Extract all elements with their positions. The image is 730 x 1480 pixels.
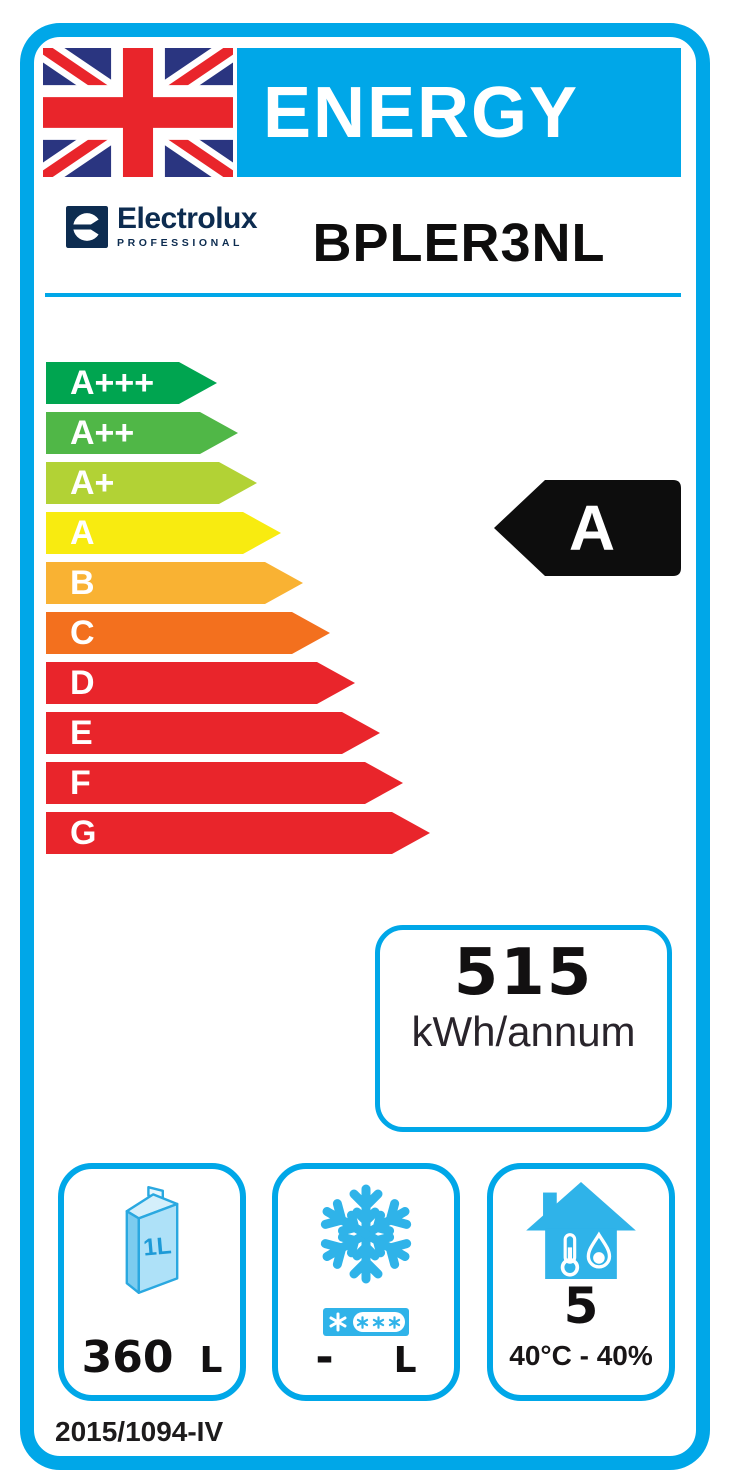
consumption-value: 515 — [453, 936, 594, 1010]
regulation-reference: 2015/1094-IV — [55, 1416, 224, 1447]
electrolux-mark-icon — [66, 205, 108, 248]
energy-consumption-box: 515 kWh/annum — [375, 925, 672, 1132]
rating-arrow: A — [492, 477, 683, 579]
scale-bar-label: F — [70, 764, 91, 802]
climate-class-box: 5 40°C - 40% — [487, 1163, 675, 1401]
rating-grade: A — [569, 492, 615, 564]
climate-class-value: 5 — [563, 1277, 599, 1335]
efficiency-scale: A+++ A++ A+ A B C D E F G — [46, 362, 446, 854]
scale-bar-label: B — [70, 564, 95, 602]
electrolux-logo: Electrolux PROFESSIONAL — [66, 202, 258, 250]
scale-bar-label: A++ — [70, 414, 135, 452]
fridge-volume-row: 360 L — [64, 1332, 240, 1383]
scale-bar-label: E — [70, 714, 93, 752]
scale-bar-g: G — [46, 812, 430, 854]
scale-bar-label: G — [70, 814, 97, 852]
carton-volume-label: 1L — [142, 1232, 172, 1261]
scale-bar-a-plus2: A++ — [46, 412, 238, 454]
scale-bar-d: D — [46, 662, 355, 704]
scale-bar-e: E — [46, 712, 380, 754]
energy-banner: ENERGY — [237, 48, 681, 177]
scale-bar-label: C — [70, 614, 95, 652]
consumption-unit: kWh/annum — [411, 1008, 636, 1056]
thermometer-icon — [560, 1233, 580, 1277]
fridge-unit: L — [199, 1340, 223, 1381]
scale-bar-label: D — [70, 664, 95, 702]
label-border-frame — [20, 23, 710, 1470]
house-climate-icon — [526, 1182, 636, 1279]
snowflake-icon — [320, 1184, 412, 1284]
freezer-volume: - — [315, 1332, 334, 1383]
scale-bar-b: B — [46, 562, 303, 604]
brand-name: Electrolux — [117, 202, 258, 235]
scale-bar-label: A — [70, 514, 95, 552]
scale-bar-f: F — [46, 762, 403, 804]
scale-bar-label: A+++ — [70, 364, 155, 402]
fridge-volume: 360 — [81, 1332, 174, 1383]
fridge-capacity-box: 1L 360 L — [58, 1163, 246, 1401]
freezer-volume-row: - L — [278, 1332, 454, 1383]
uk-flag-icon — [43, 48, 233, 177]
freezer-stars-pill — [352, 1312, 405, 1332]
product-model: BPLER3NL — [312, 213, 606, 273]
water-drop-icon — [586, 1231, 612, 1269]
milk-carton-icon: 1L — [125, 1186, 179, 1294]
logo-wordmark: Electrolux PROFESSIONAL — [117, 202, 258, 250]
freezer-stars-badge — [323, 1308, 409, 1336]
scale-bar-label: A+ — [70, 464, 115, 502]
scale-bar-c: C — [46, 612, 330, 654]
freezer-capacity-box: - L — [272, 1163, 460, 1401]
freezer-unit: L — [393, 1340, 417, 1381]
header-divider — [45, 293, 681, 297]
climate-condition: 40°C - 40% — [509, 1340, 653, 1371]
scale-bar-a-plus3: A+++ — [46, 362, 217, 404]
energy-title: ENERGY — [263, 72, 580, 153]
brand-division: PROFESSIONAL — [117, 237, 244, 249]
scale-bar-a-plus: A+ — [46, 462, 257, 504]
scale-bar-a: A — [46, 512, 281, 554]
